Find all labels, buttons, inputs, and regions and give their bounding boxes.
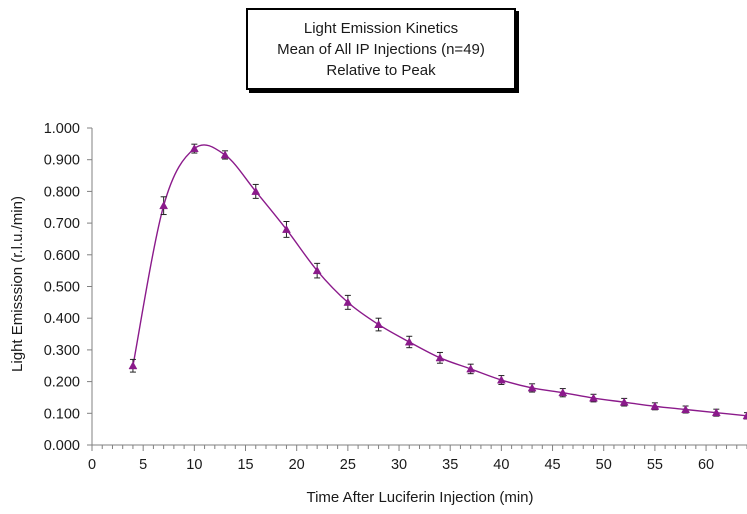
x-tick-label: 25: [340, 457, 356, 473]
y-tick-label: 0.000: [44, 438, 80, 454]
y-tick-label: 0.200: [44, 375, 80, 391]
x-tick-label: 10: [186, 457, 202, 473]
data-point-marker: [435, 353, 445, 362]
data-point-marker: [650, 401, 660, 410]
x-axis-title: Time After Luciferin Injection (min): [306, 489, 533, 506]
data-point-marker: [589, 393, 598, 402]
x-tick-label: 5: [139, 457, 147, 473]
data-point-marker: [128, 361, 138, 370]
data-point-marker: [711, 408, 721, 417]
axes: 0.000 0.100 0.200 0.300 0.400 0.500 0.600 0.700…: [44, 121, 747, 473]
data-point-marker: [496, 375, 506, 384]
y-tick-label: 0.400: [44, 311, 80, 327]
data-point-marker: [220, 150, 230, 159]
y-tick-label: 1.000: [44, 121, 80, 137]
x-tick-label: 40: [493, 457, 509, 473]
y-tick-label: 0.100: [44, 406, 80, 422]
y-tick-label: 0.600: [44, 248, 80, 264]
x-tick-label: 45: [544, 457, 560, 473]
plot-area: [128, 143, 747, 420]
y-tick-label: 0.300: [44, 343, 80, 359]
chart-title-line-3: Relative to Peak: [326, 61, 436, 79]
chart-title-box: Light Emission Kinetics Mean of All IP I…: [246, 8, 516, 90]
x-tick-label: 55: [647, 457, 663, 473]
data-point-marker: [742, 411, 747, 420]
y-tick-label: 0.700: [44, 216, 80, 232]
data-point-marker: [159, 201, 169, 210]
chart-title-line-1: Light Emission Kinetics: [303, 19, 459, 37]
data-point-marker: [251, 186, 261, 195]
x-tick-label: 0: [88, 457, 96, 473]
series-line: [132, 144, 747, 417]
data-point-marker: [466, 364, 476, 373]
data-point-marker: [312, 266, 322, 275]
y-tick-label: 0.800: [44, 184, 80, 200]
x-tick-label: 60: [698, 457, 714, 473]
y-tick-label: 0.500: [44, 280, 80, 296]
data-point-marker: [343, 297, 353, 306]
x-tick-label: 20: [289, 457, 305, 473]
data-point-marker: [681, 404, 691, 413]
data-point-marker: [558, 388, 568, 397]
chart-title-line-2: Mean of All IP Injections (n=49): [277, 40, 485, 58]
y-tick-label: 0.900: [44, 153, 80, 169]
data-point-marker: [527, 383, 537, 392]
data-point-marker: [619, 397, 629, 406]
data-point-marker: [189, 144, 199, 153]
x-tick-label: 50: [596, 457, 612, 473]
y-axis-title: Light Emisssion (r.l.u./min): [9, 196, 26, 372]
data-point-marker: [374, 320, 383, 328]
x-tick-label: 35: [442, 457, 458, 473]
x-tick-label: 30: [391, 457, 407, 473]
data-point-marker: [282, 224, 291, 233]
data-point-marker: [404, 337, 414, 346]
x-tick-label: 15: [237, 457, 253, 473]
